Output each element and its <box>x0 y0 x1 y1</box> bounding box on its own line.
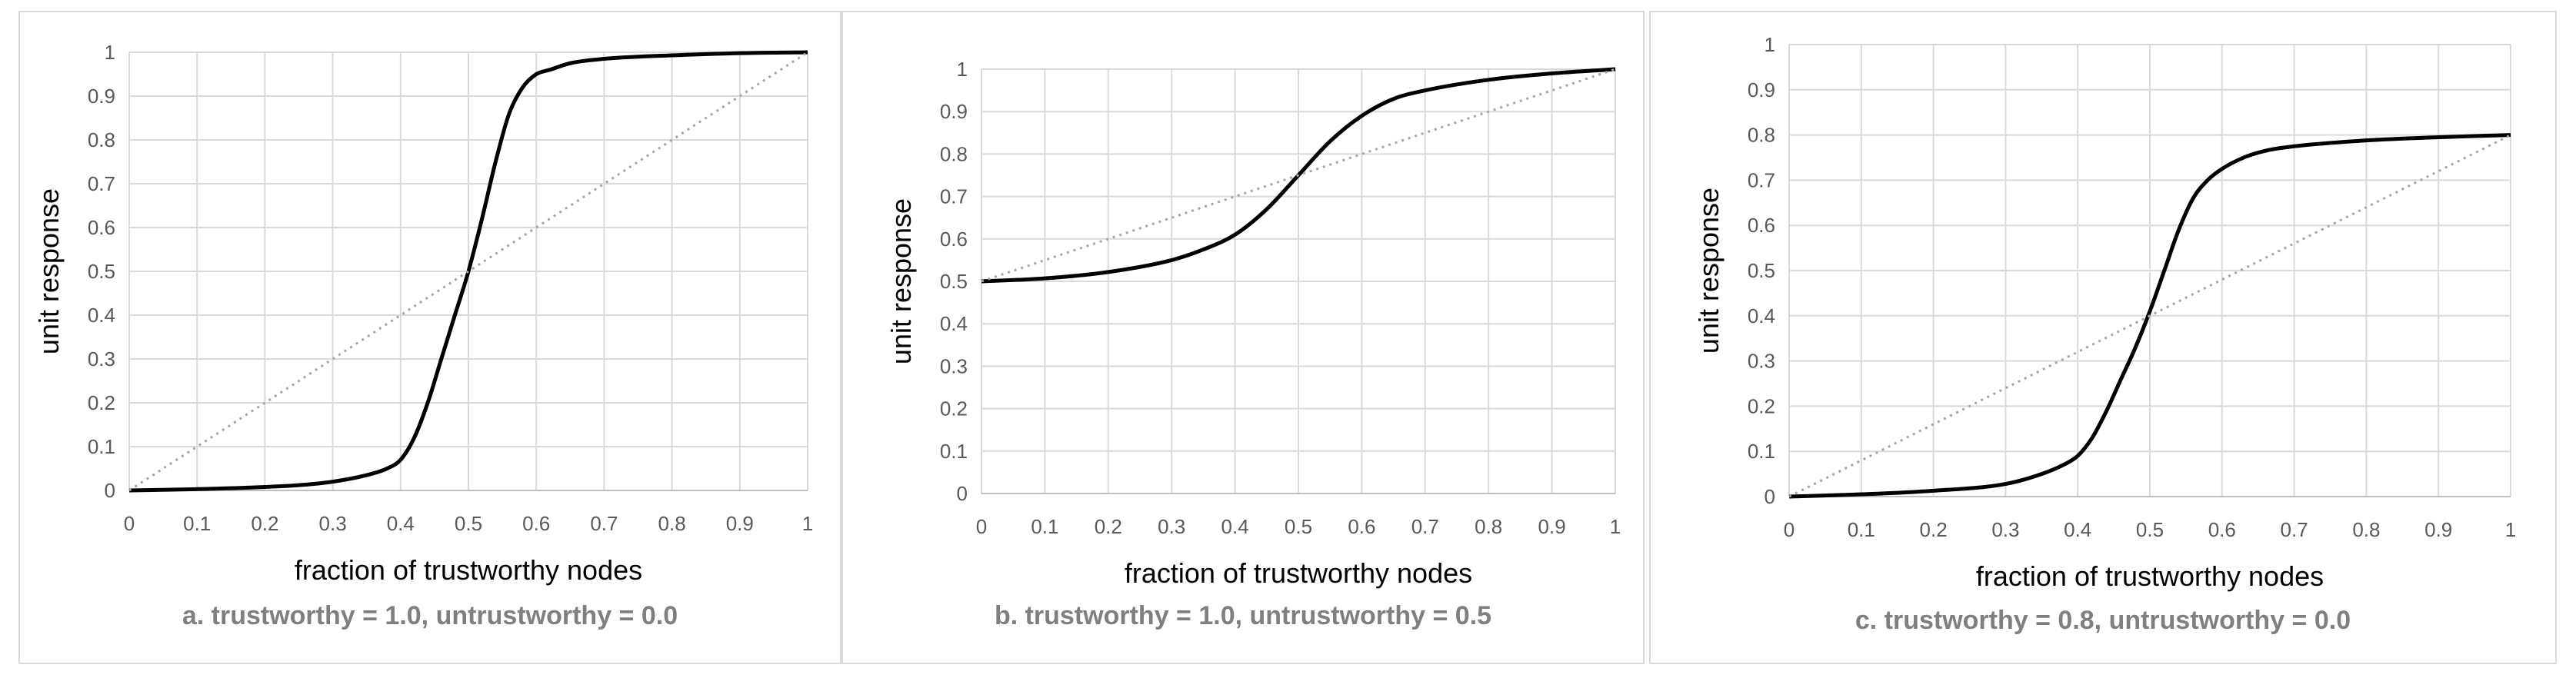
y-tick-label: 0.7 <box>940 185 968 208</box>
y-tick-label: 0.7 <box>88 172 115 195</box>
x-tick-label: 0.4 <box>2064 518 2091 541</box>
y-tick-label: 0.1 <box>88 435 115 458</box>
y-tick-label: 1 <box>957 58 968 81</box>
chart-caption: c. trustworthy = 0.8, untrustworthy = 0.… <box>1855 606 2351 635</box>
y-tick-label: 0.8 <box>1748 124 1775 147</box>
y-tick-label: 0.4 <box>940 312 968 335</box>
y-tick-label: 0.6 <box>88 216 115 239</box>
x-tick-label: 0.2 <box>251 512 278 535</box>
response-curve <box>128 50 808 493</box>
y-tick-label: 0.2 <box>940 397 968 420</box>
x-tick-label: 0.9 <box>1538 515 1566 538</box>
x-tick-label: 0.7 <box>590 512 618 535</box>
y-tick-label: 1 <box>1765 33 1775 56</box>
x-tick-label: 0.5 <box>1285 515 1312 538</box>
y-tick-label: 0.8 <box>940 142 968 165</box>
x-tick-label: 0 <box>1784 518 1795 541</box>
y-axis-title: unit response <box>1693 188 1725 354</box>
y-tick-label: 0.7 <box>1748 168 1775 191</box>
x-tick-label: 0.1 <box>1848 518 1875 541</box>
x-tick-label: 0 <box>124 512 135 535</box>
x-tick-label: 0.9 <box>726 512 754 535</box>
x-tick-label: 0.2 <box>1095 515 1122 538</box>
x-tick-label: 1 <box>1610 515 1621 538</box>
x-tick-label: 0.1 <box>1031 515 1058 538</box>
x-tick-label: 0.3 <box>1991 518 2019 541</box>
y-axis-title: unit response <box>885 198 917 364</box>
x-axis-title: fraction of trustworthy nodes <box>1976 560 2324 592</box>
x-tick-label: 0.6 <box>522 512 550 535</box>
reference-dotted-line <box>1788 134 2511 498</box>
reference-dotted-line <box>128 51 808 492</box>
y-tick-label: 0 <box>1765 485 1775 508</box>
y-tick-label: 0.2 <box>88 391 115 414</box>
x-axis-title: fraction of trustworthy nodes <box>295 554 642 586</box>
y-tick-label: 0.1 <box>940 440 968 463</box>
response-curve <box>1788 133 2511 499</box>
x-tick-label: 0 <box>976 515 987 538</box>
x-tick-label: 0.7 <box>1411 515 1439 538</box>
x-tick-label: 0.9 <box>2424 518 2452 541</box>
x-tick-label: 0.8 <box>2352 518 2380 541</box>
x-tick-label: 0.4 <box>1221 515 1249 538</box>
x-tick-label: 0.7 <box>2281 518 2308 541</box>
chart-c-svg: 0 0.1 0.2 0.3 0.4 0.5 0.6 0.7 0.8 0.9 1 0 0.1 0.2 0.3 0… <box>1693 33 2516 592</box>
y-tick-label: 0 <box>105 479 115 502</box>
x-tick-label: 0.4 <box>387 512 415 535</box>
y-tick-label: 0.3 <box>1748 350 1775 373</box>
chart-caption: a. trustworthy = 1.0, untrustworthy = 0.… <box>182 601 678 630</box>
y-tick-label: 0.9 <box>88 85 115 108</box>
x-tick-label: 0.2 <box>1920 518 1948 541</box>
y-tick-label: 0.4 <box>1748 304 1775 327</box>
y-tick-label: 0.8 <box>88 128 115 151</box>
chart-b-svg: 0 0.1 0.2 0.3 0.4 0.5 0.6 0.7 0.8 0.9 1 0 0.1 0.2 0.3 0… <box>885 58 1621 589</box>
reference-dotted-line <box>981 68 1616 283</box>
chart-panel-b: 0 0.1 0.2 0.3 0.4 0.5 0.6 0.7 0.8 0.9 1 0 0.1 0.2 0.3 0… <box>841 11 1645 664</box>
y-tick-label: 0.2 <box>1748 394 1775 417</box>
y-tick-label: 0.1 <box>1748 440 1775 463</box>
y-tick-label: 0.5 <box>940 270 968 293</box>
y-tick-label: 0.3 <box>88 347 115 371</box>
y-tick-label: 0.6 <box>1748 214 1775 237</box>
y-tick-label: 0.5 <box>88 260 115 283</box>
x-axis-title: fraction of trustworthy nodes <box>1125 557 1472 589</box>
x-tick-label: 0.6 <box>1348 515 1375 538</box>
x-tick-label: 1 <box>802 512 813 535</box>
x-tick-label: 0.8 <box>658 512 686 535</box>
x-tick-label: 0.8 <box>1475 515 1502 538</box>
y-tick-label: 0.9 <box>940 100 968 123</box>
x-tick-label: 0.5 <box>455 512 482 535</box>
chart-a-svg: 0 0.1 0.2 0.3 0.4 0.5 0.6 0.7 0.8 0.9 1 0 0.1 0.2 0.3 0… <box>33 41 813 586</box>
x-tick-label: 0.6 <box>2208 518 2236 541</box>
x-tick-label: 0.5 <box>2136 518 2164 541</box>
y-tick-label: 0.9 <box>1748 78 1775 101</box>
x-tick-label: 0.3 <box>1158 515 1185 538</box>
y-tick-label: 1 <box>105 41 115 64</box>
y-axis-title: unit response <box>33 188 65 354</box>
x-tick-label: 1 <box>2505 518 2516 541</box>
y-tick-label: 0.5 <box>1748 259 1775 282</box>
chart-panel-a: 0 0.1 0.2 0.3 0.4 0.5 0.6 0.7 0.8 0.9 1 0 0.1 0.2 0.3 0… <box>18 11 841 664</box>
x-tick-label: 0.3 <box>319 512 347 535</box>
x-tick-label: 0.1 <box>183 512 211 535</box>
y-tick-label: 0.4 <box>88 304 115 327</box>
chart-panel-c: 0 0.1 0.2 0.3 0.4 0.5 0.6 0.7 0.8 0.9 1 0 0.1 0.2 0.3 0… <box>1649 11 2557 664</box>
y-tick-label: 0.6 <box>940 228 968 251</box>
chart-caption: b. trustworthy = 1.0, untrustworthy = 0.… <box>994 601 1492 630</box>
y-tick-label: 0.3 <box>940 354 968 377</box>
y-tick-label: 0 <box>957 482 968 505</box>
